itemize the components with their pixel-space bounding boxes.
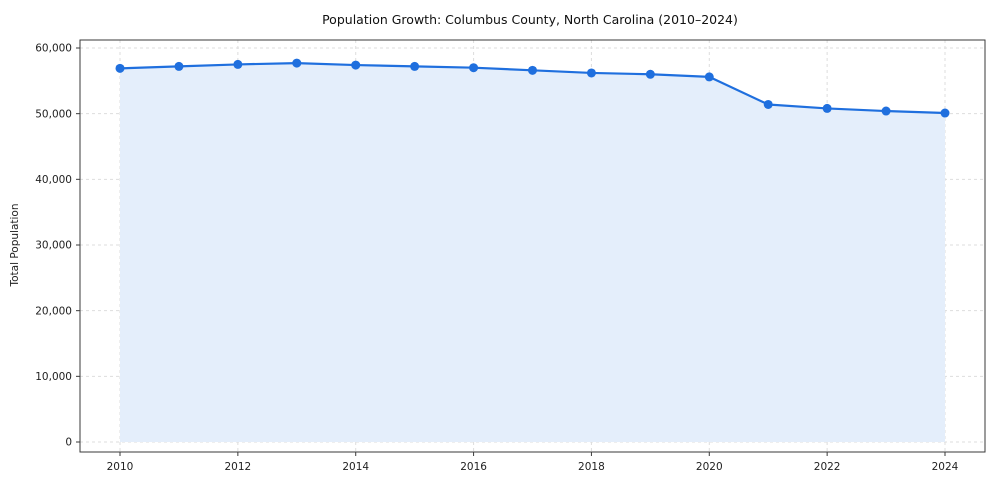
y-tick-label: 30,000 bbox=[35, 240, 72, 252]
data-point-marker bbox=[586, 68, 596, 78]
data-point-marker bbox=[469, 63, 479, 73]
data-point-marker bbox=[292, 58, 302, 68]
plot-area: 2010 2012 2014 2016 2018 2020 2022 2024 0 10,000 2… bbox=[35, 39, 986, 473]
x-tick-label: 2022 bbox=[814, 461, 841, 473]
y-tick-label: 60,000 bbox=[35, 43, 72, 55]
data-point-marker bbox=[704, 72, 714, 82]
y-tick-label: 10,000 bbox=[35, 371, 72, 383]
x-tick-label: 2020 bbox=[696, 461, 723, 473]
x-tick-label: 2014 bbox=[342, 461, 369, 473]
x-tick-label: 2016 bbox=[460, 461, 487, 473]
chart-title: Population Growth: Columbus County, Nort… bbox=[322, 12, 738, 27]
data-point-marker bbox=[763, 99, 773, 109]
y-tick-label: 40,000 bbox=[35, 174, 72, 186]
data-point-marker bbox=[528, 65, 537, 75]
series-area-fill bbox=[120, 63, 945, 442]
data-point-marker bbox=[115, 63, 125, 73]
plot-border bbox=[79, 39, 986, 453]
y-axis-label: Total Population bbox=[9, 203, 21, 287]
data-point-marker bbox=[410, 61, 420, 71]
x-tick-label: 2012 bbox=[224, 461, 251, 473]
data-point-marker bbox=[881, 106, 891, 116]
y-tick-label: 0 bbox=[65, 437, 72, 449]
data-point-marker bbox=[822, 103, 832, 113]
data-point-marker bbox=[645, 69, 655, 79]
data-point-marker bbox=[174, 61, 184, 71]
data-point-marker bbox=[940, 108, 950, 118]
x-tick-label: 2010 bbox=[107, 461, 134, 473]
y-tick-label: 20,000 bbox=[35, 305, 72, 317]
x-tick-label: 2018 bbox=[578, 461, 605, 473]
data-point-marker bbox=[233, 59, 243, 69]
x-tick-label: 2024 bbox=[932, 461, 959, 473]
data-point-marker bbox=[351, 60, 361, 70]
y-tick-label: 50,000 bbox=[35, 108, 72, 120]
